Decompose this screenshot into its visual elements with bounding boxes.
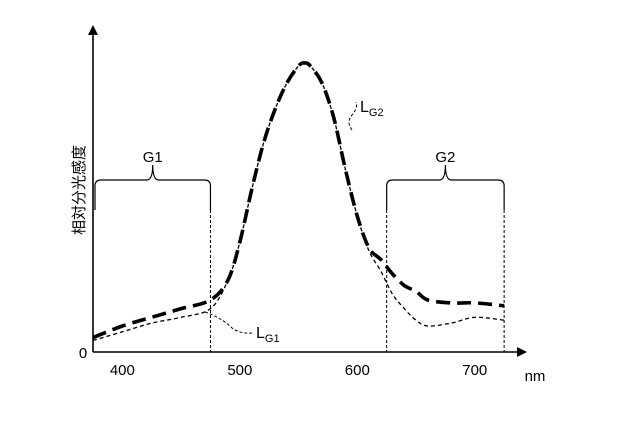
series-lg1-leader [205,312,252,333]
series-lg2-leader [349,102,357,130]
region-g2-brace [387,165,504,210]
region-g1-brace [95,165,210,210]
region-g1-label: G1 [143,149,163,166]
series-lg1-label: LG1 [256,325,280,345]
y-tick-label: 0 [79,345,87,362]
series-lg2-label-main: L [360,99,369,116]
x-tick-label: 600 [345,362,370,379]
series-line-lg1 [93,63,504,340]
series-lg1-label-main: L [256,325,265,342]
region-g2-label: G2 [435,149,455,166]
y-axis-label: 相対分光感度 [71,145,88,235]
series-lg2-label: LG2 [360,99,384,119]
series-lg1-label-sub: G1 [265,333,280,345]
x-tick-label: 500 [227,362,252,379]
x-tick-label: 400 [110,362,135,379]
x-tick-label: 700 [462,362,487,379]
x-axis-label: nm [525,368,546,385]
series-lg2-label-sub: G2 [369,107,384,119]
series-line-lg2 [93,63,504,338]
